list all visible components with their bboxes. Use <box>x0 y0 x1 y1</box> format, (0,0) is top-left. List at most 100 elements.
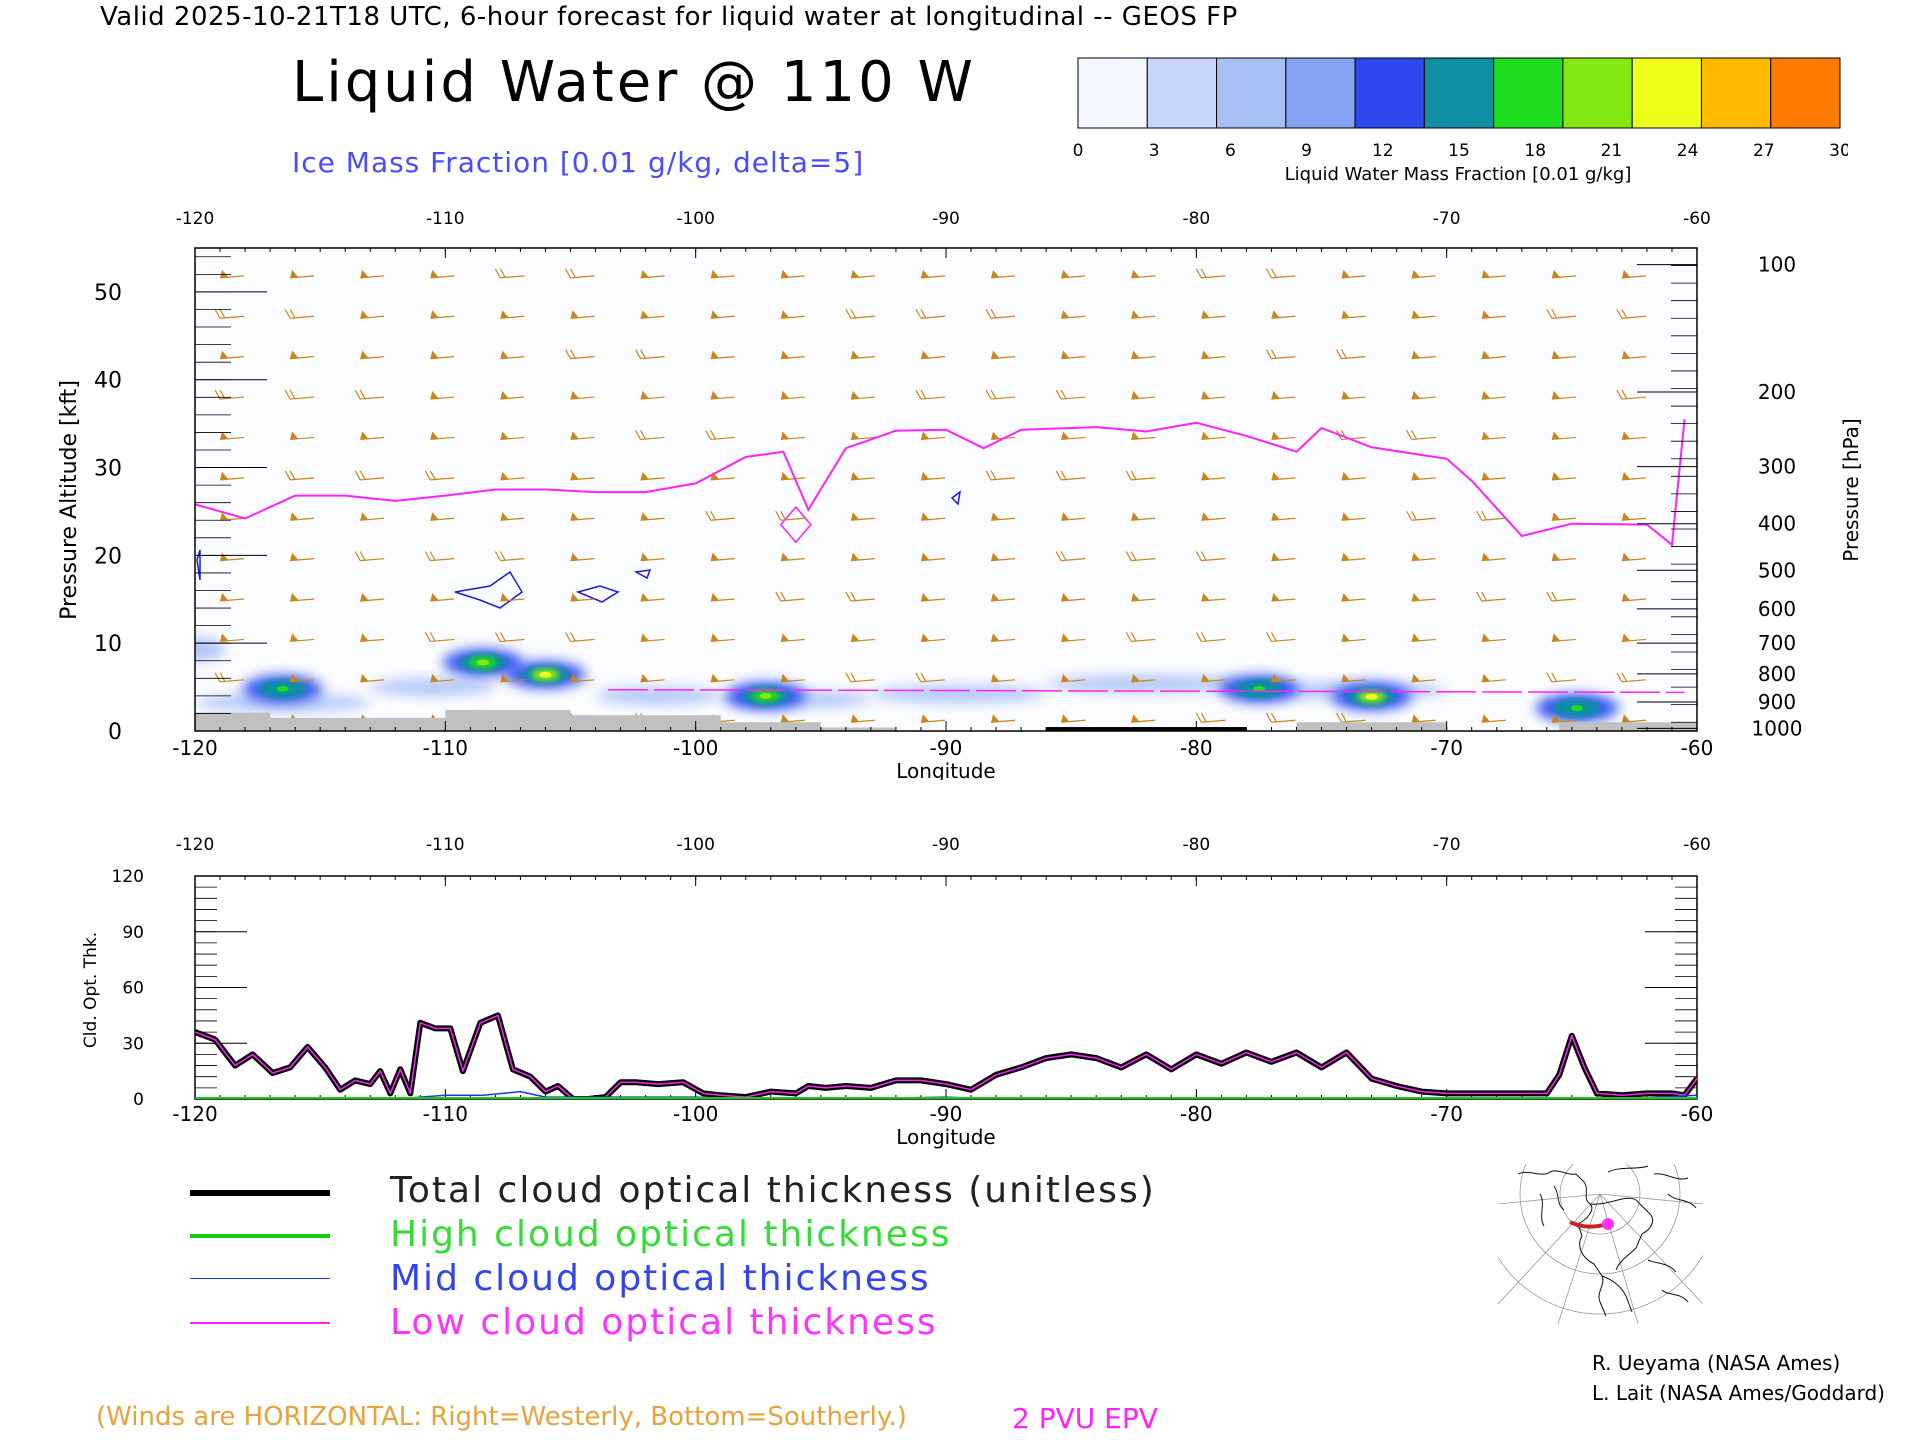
wind-barb-pennant <box>1061 310 1070 319</box>
wind-barb <box>710 593 735 602</box>
wind-barb <box>564 268 595 279</box>
wind-barb-pennant <box>1411 714 1420 723</box>
wind-barb <box>780 431 805 441</box>
wind-barb-staff <box>500 275 525 279</box>
wind-barb <box>920 350 946 360</box>
colorbar-caption: Liquid Water Mass Fraction [0.01 g/kg] <box>1284 164 1632 185</box>
wind-barb <box>1125 470 1156 481</box>
wind-barb <box>1341 310 1366 319</box>
wind-barb-staff <box>640 396 665 400</box>
wind-barb <box>845 591 875 602</box>
ground-segment <box>1296 722 1447 731</box>
wind-barb <box>920 512 946 521</box>
pressure-tick-label: 1000 <box>1752 716 1803 740</box>
wind-barb-staff <box>710 598 735 602</box>
winds-note: (Winds are HORIZONTAL: Right=Westerly, B… <box>96 1402 907 1432</box>
wind-barb-pennant <box>1271 391 1280 400</box>
wind-barb <box>640 471 665 481</box>
wind-barb-pennant <box>780 350 789 359</box>
wind-barb-staff <box>850 719 875 723</box>
pressure-tick-label: 500 <box>1758 558 1796 582</box>
wind-barb-staff <box>500 477 525 481</box>
wind-barb-flag <box>1265 268 1272 279</box>
wind-barb-pennant <box>991 593 1000 602</box>
wind-barb <box>1406 510 1436 521</box>
wind-barb-staff <box>1551 598 1576 602</box>
wind-barb-staff <box>1271 679 1296 683</box>
wind-barb <box>1546 591 1576 602</box>
wind-barb <box>991 593 1016 602</box>
wind-barb-staff <box>1551 436 1576 441</box>
wind-barb-pennant <box>1551 714 1560 723</box>
ground-segment <box>820 727 896 731</box>
pressure-tick-label: 800 <box>1758 662 1796 686</box>
wind-barb-flag <box>850 591 857 602</box>
wind-barb-pennant <box>1551 471 1560 480</box>
wind-barb <box>1131 350 1156 360</box>
wind-barb-staff <box>1131 396 1156 400</box>
wind-barb-staff <box>1341 315 1366 319</box>
liquid-water-core <box>276 685 289 692</box>
wind-barb <box>1336 349 1366 360</box>
wind-barb-pennant <box>640 391 649 400</box>
wind-barb-staff <box>360 477 385 481</box>
wind-barb <box>1341 633 1366 643</box>
wind-barb-staff <box>850 558 875 562</box>
cot-frame <box>194 875 1698 1100</box>
wind-barb-pennant <box>1201 431 1210 440</box>
liquid-water-band <box>195 693 371 712</box>
x-tick-label: -60 <box>1681 736 1714 760</box>
wind-barb-staff <box>1201 396 1226 400</box>
wind-barb-pennant <box>1341 593 1350 602</box>
wind-barb-flag <box>219 308 226 319</box>
wind-barb-staff <box>991 275 1016 279</box>
wind-barb-pennant <box>1411 471 1420 480</box>
pressure-tick-label: 700 <box>1758 631 1796 655</box>
wind-barb <box>850 431 875 441</box>
wind-barb-pennant <box>500 310 509 319</box>
wind-barb <box>1341 269 1366 279</box>
wind-barb-staff <box>570 679 595 683</box>
wind-barb <box>430 593 455 602</box>
wind-barb-pennant <box>500 673 509 682</box>
wind-barb <box>1201 310 1226 319</box>
wind-barb-pennant <box>220 471 229 480</box>
wind-barb-staff <box>360 638 385 643</box>
wind-barb-staff <box>640 558 665 562</box>
cot-series <box>195 1012 1697 1099</box>
wind-barb-staff <box>290 598 315 602</box>
wind-barb-staff <box>1341 517 1366 521</box>
ice-contour <box>950 490 962 506</box>
legend-item: Total cloud optical thickness (unitless) <box>190 1170 1190 1211</box>
wind-barb-flag <box>1200 632 1207 642</box>
wind-barb <box>780 552 805 562</box>
wind-barb <box>710 269 735 279</box>
wind-barb-staff <box>1131 356 1156 360</box>
wind-barb-staff <box>360 679 385 683</box>
wind-barb <box>1201 673 1226 683</box>
y-tick-label: 0 <box>108 720 122 745</box>
wind-barb-staff <box>360 558 385 562</box>
wind-barb-staff <box>1201 638 1226 643</box>
colorbar-tick-label: 27 <box>1753 141 1775 161</box>
epv-2pvu-line <box>195 419 1686 547</box>
wind-barb-staff <box>1131 638 1156 643</box>
wind-barb-pennant <box>220 350 229 359</box>
wind-barb-flag <box>424 632 431 642</box>
wind-barb-pennant <box>1481 310 1490 319</box>
wind-barb-pennant <box>1341 471 1350 480</box>
wind-barb-flag <box>424 551 431 561</box>
wind-barb-staff <box>850 598 875 602</box>
wind-barb-staff <box>570 638 595 643</box>
wind-barb-pennant <box>1411 593 1420 602</box>
wind-barb-pennant <box>1551 391 1560 400</box>
x-tick-label: -120 <box>172 736 217 760</box>
wind-barb-flag <box>1616 672 1623 683</box>
wind-barb-staff <box>570 517 595 521</box>
wind-barb <box>850 633 875 643</box>
wind-barb-flag <box>569 349 577 359</box>
wind-barb-staff <box>430 598 455 602</box>
wind-barb-staff <box>640 679 665 683</box>
wind-barb <box>1481 269 1506 279</box>
legend-item: Low cloud optical thickness <box>190 1302 1190 1343</box>
